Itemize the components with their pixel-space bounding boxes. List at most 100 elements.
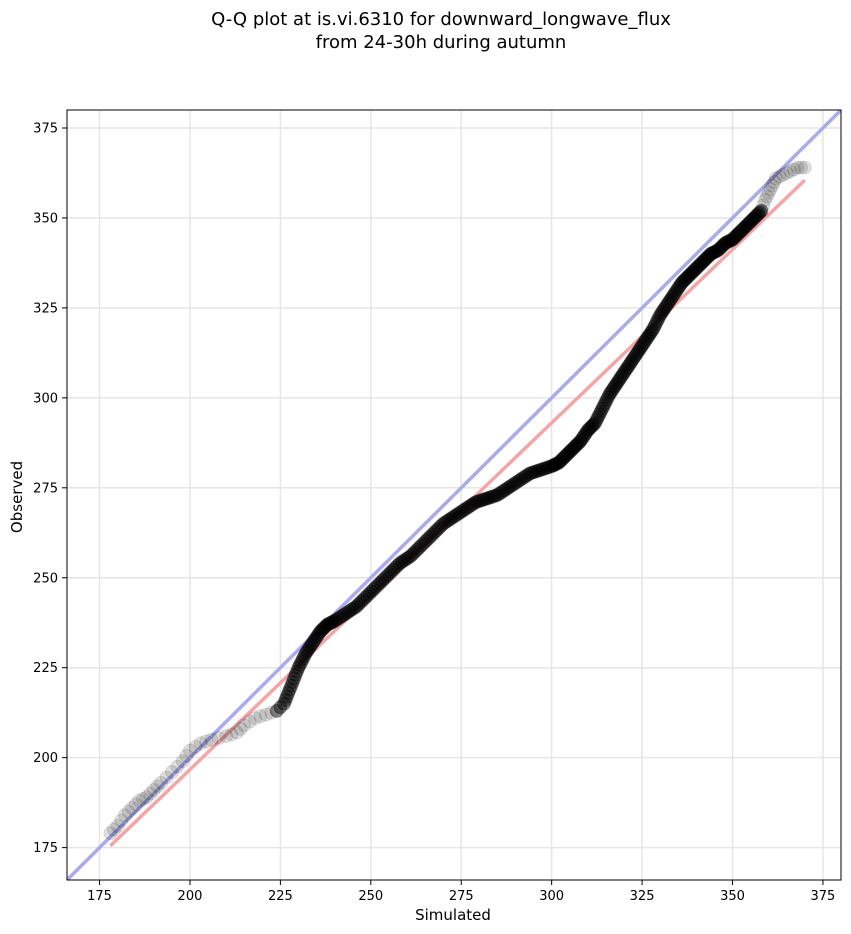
data-point <box>615 367 630 382</box>
data-point <box>684 265 699 280</box>
data-point <box>702 248 717 263</box>
data-point <box>569 438 584 453</box>
data-point <box>619 361 634 376</box>
data-point <box>637 335 652 350</box>
data-point <box>475 493 490 508</box>
data-point <box>399 552 414 567</box>
data-point <box>609 376 624 391</box>
data-point <box>624 354 639 369</box>
data-point <box>573 434 588 449</box>
data-point <box>583 420 598 435</box>
data-point <box>355 593 370 608</box>
data-point <box>397 553 412 568</box>
data-point <box>794 160 809 175</box>
data-point <box>547 457 562 472</box>
y-tick-label: 375 <box>33 121 58 136</box>
reference-lines <box>67 110 841 880</box>
data-point <box>748 209 763 224</box>
data-point <box>300 644 315 659</box>
data-point <box>307 633 322 648</box>
data-point <box>253 709 268 724</box>
data-point <box>444 511 459 526</box>
y-tick-label: 200 <box>33 751 58 766</box>
x-tick-label: 350 <box>720 889 745 904</box>
data-point <box>323 616 338 631</box>
data-point <box>648 316 663 331</box>
data-point <box>464 498 479 513</box>
data-point <box>692 258 707 273</box>
data-point <box>481 490 496 505</box>
data-point <box>695 255 710 270</box>
y-axis: 175 200 225 250 275 300 325 350 375 <box>33 121 67 856</box>
data-point <box>618 363 633 378</box>
data-point <box>592 407 607 422</box>
data-point <box>470 494 485 509</box>
data-point <box>371 577 386 592</box>
data-point <box>329 612 344 627</box>
data-point <box>334 609 349 624</box>
data-point <box>719 235 734 250</box>
chart-title-line-2: from 24-30h during autumn <box>316 32 567 53</box>
data-point <box>170 759 185 774</box>
data-point <box>693 257 708 271</box>
data-point <box>429 523 444 538</box>
data-point <box>661 295 676 310</box>
data-point <box>628 348 643 363</box>
data-point <box>567 439 582 454</box>
data-point <box>175 754 190 769</box>
data-point <box>579 425 594 440</box>
data-point <box>146 783 161 798</box>
data-point <box>336 608 351 623</box>
data-point <box>496 483 511 498</box>
data-point <box>542 459 557 474</box>
data-point <box>560 446 575 461</box>
data-point <box>690 259 705 274</box>
data-point <box>288 667 303 682</box>
x-tick-label: 275 <box>449 889 474 904</box>
data-point <box>582 421 597 436</box>
data-point <box>287 671 302 686</box>
data-point <box>499 482 514 497</box>
data-point <box>316 621 331 636</box>
data-point <box>327 613 342 628</box>
data-point <box>586 417 601 432</box>
data-point <box>797 160 812 175</box>
data-point <box>641 328 656 343</box>
data-point <box>752 205 767 220</box>
data-point <box>611 374 626 389</box>
data-point <box>317 620 332 635</box>
data-point <box>114 813 129 828</box>
data-point <box>351 597 366 612</box>
data-point <box>625 352 640 367</box>
data-point <box>353 595 368 610</box>
data-point <box>285 675 300 690</box>
data-point <box>107 822 122 837</box>
data-point <box>507 476 522 491</box>
data-point <box>468 495 483 510</box>
data-point <box>790 160 805 175</box>
plot-frame <box>66 109 842 881</box>
data-point <box>593 404 608 419</box>
data-point <box>128 797 143 812</box>
data-point <box>745 212 760 227</box>
data-point <box>479 491 494 506</box>
data-point <box>462 499 477 514</box>
data-point <box>658 299 673 314</box>
data-point <box>680 269 695 284</box>
data-point <box>673 277 688 292</box>
data-point <box>159 770 174 785</box>
data-point <box>653 308 668 323</box>
y-tick-label: 300 <box>33 391 58 406</box>
data-point <box>763 182 778 197</box>
data-point <box>608 378 623 393</box>
data-point <box>135 792 150 807</box>
data-point <box>310 629 325 644</box>
data-point <box>663 292 678 307</box>
data-point <box>556 451 571 466</box>
data-point <box>751 206 766 221</box>
data-point <box>670 282 685 297</box>
data-point <box>698 252 713 267</box>
data-point <box>431 521 446 536</box>
data-point <box>643 326 658 341</box>
